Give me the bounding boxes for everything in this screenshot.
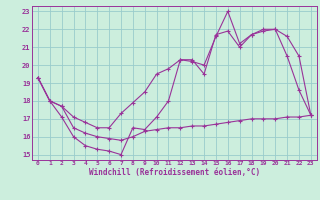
- X-axis label: Windchill (Refroidissement éolien,°C): Windchill (Refroidissement éolien,°C): [89, 168, 260, 177]
